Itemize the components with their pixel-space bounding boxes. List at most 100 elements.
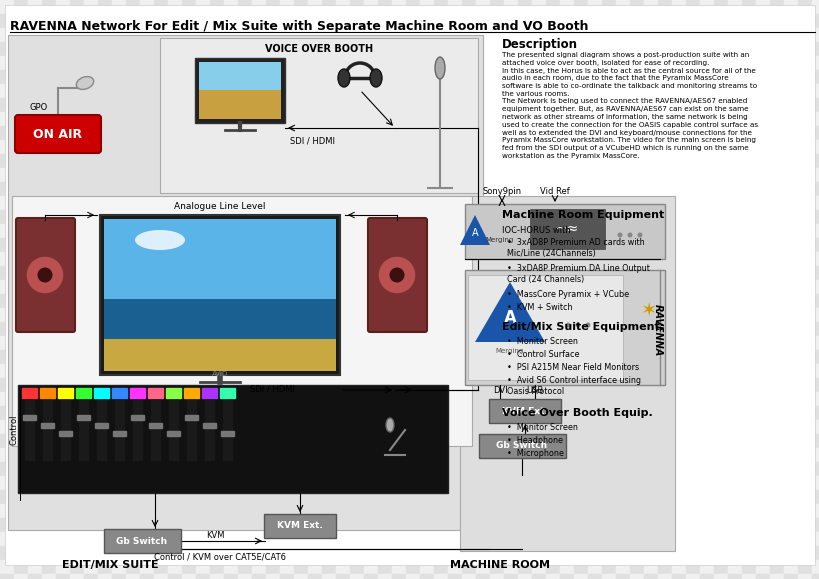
- Bar: [672, 196, 686, 210]
- Bar: [601, 224, 615, 238]
- Bar: [196, 392, 210, 406]
- Bar: [686, 14, 699, 28]
- Bar: [447, 84, 461, 98]
- Bar: [251, 140, 265, 154]
- Text: •  PSI A215M Near Field Monitors: • PSI A215M Near Field Monitors: [506, 363, 638, 372]
- Bar: [532, 182, 545, 196]
- Bar: [84, 560, 98, 574]
- Bar: [112, 336, 126, 350]
- Bar: [447, 196, 461, 210]
- Bar: [657, 434, 672, 448]
- Bar: [727, 294, 741, 308]
- Bar: [98, 70, 112, 84]
- Bar: [475, 266, 490, 280]
- Bar: [686, 574, 699, 579]
- Bar: [14, 560, 28, 574]
- Bar: [265, 420, 279, 434]
- Bar: [657, 406, 672, 420]
- Bar: [475, 70, 490, 84]
- Bar: [783, 224, 797, 238]
- Bar: [294, 182, 308, 196]
- Bar: [350, 182, 364, 196]
- Bar: [182, 70, 196, 84]
- Bar: [504, 210, 518, 224]
- Bar: [559, 322, 573, 336]
- Bar: [168, 56, 182, 70]
- Bar: [783, 56, 797, 70]
- Bar: [615, 532, 629, 546]
- Bar: [265, 364, 279, 378]
- Bar: [461, 42, 475, 56]
- Bar: [308, 42, 322, 56]
- Bar: [629, 168, 643, 182]
- Bar: [405, 98, 419, 112]
- Bar: [168, 406, 182, 420]
- FancyBboxPatch shape: [468, 275, 622, 380]
- Bar: [210, 70, 224, 84]
- Bar: [378, 364, 391, 378]
- Bar: [713, 196, 727, 210]
- Bar: [308, 462, 322, 476]
- Bar: [615, 210, 629, 224]
- Bar: [364, 112, 378, 126]
- Bar: [797, 322, 811, 336]
- Bar: [587, 434, 601, 448]
- Bar: [0, 364, 14, 378]
- Bar: [532, 518, 545, 532]
- Bar: [70, 98, 84, 112]
- Bar: [28, 518, 42, 532]
- Bar: [238, 434, 251, 448]
- Bar: [490, 336, 504, 350]
- Bar: [42, 378, 56, 392]
- Bar: [279, 266, 294, 280]
- Bar: [629, 14, 643, 28]
- Bar: [168, 98, 182, 112]
- Bar: [238, 336, 251, 350]
- Bar: [294, 490, 308, 504]
- FancyBboxPatch shape: [5, 5, 814, 565]
- Bar: [769, 42, 783, 56]
- Bar: [224, 392, 238, 406]
- Bar: [405, 406, 419, 420]
- Bar: [490, 462, 504, 476]
- Bar: [210, 448, 224, 462]
- Bar: [70, 462, 84, 476]
- Bar: [783, 350, 797, 364]
- Bar: [447, 392, 461, 406]
- Bar: [573, 98, 587, 112]
- Bar: [0, 56, 14, 70]
- Bar: [755, 532, 769, 546]
- Bar: [70, 14, 84, 28]
- Bar: [219, 388, 235, 398]
- Bar: [783, 84, 797, 98]
- Bar: [336, 532, 350, 546]
- Bar: [364, 266, 378, 280]
- Bar: [433, 84, 447, 98]
- Bar: [672, 532, 686, 546]
- Bar: [391, 14, 405, 28]
- Bar: [783, 364, 797, 378]
- Bar: [308, 28, 322, 42]
- Bar: [629, 490, 643, 504]
- Bar: [0, 140, 14, 154]
- Bar: [532, 462, 545, 476]
- Bar: [741, 70, 755, 84]
- Bar: [686, 0, 699, 14]
- Bar: [70, 420, 84, 434]
- Bar: [168, 140, 182, 154]
- Bar: [42, 182, 56, 196]
- Ellipse shape: [337, 69, 350, 87]
- Bar: [350, 350, 364, 364]
- Bar: [419, 476, 433, 490]
- Bar: [294, 546, 308, 560]
- Bar: [699, 392, 713, 406]
- Bar: [783, 574, 797, 579]
- Bar: [504, 406, 518, 420]
- Bar: [56, 280, 70, 294]
- Bar: [769, 56, 783, 70]
- Bar: [573, 266, 587, 280]
- FancyBboxPatch shape: [18, 385, 447, 493]
- Text: ~≈: ~≈: [554, 222, 578, 236]
- Bar: [84, 14, 98, 28]
- Bar: [629, 420, 643, 434]
